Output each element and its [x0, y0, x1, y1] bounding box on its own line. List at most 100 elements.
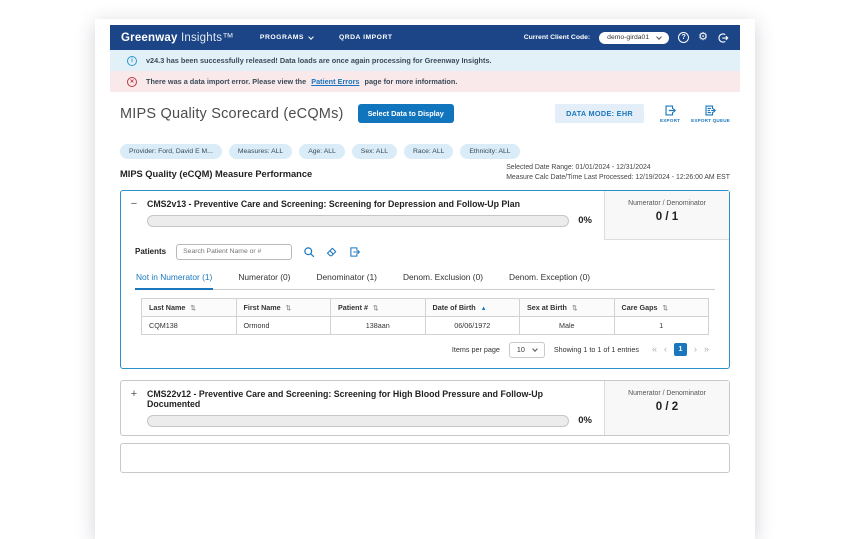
info-banner-text: v24.3 has been successfully released! Da…: [146, 56, 492, 65]
sort-icon: ⇅: [571, 304, 578, 312]
patients-label: Patients: [135, 247, 167, 257]
error-banner: ✕ There was a data import error. Please …: [110, 71, 740, 92]
tab-denom-exclusion[interactable]: Denom. Exclusion (0): [402, 271, 484, 282]
measure-title: CMS2v13 - Preventive Care and Screening:…: [147, 198, 520, 209]
client-code-label: Current Client Code:: [523, 34, 591, 41]
previous-page-button[interactable]: ‹: [663, 344, 667, 355]
performance-heading-row: MIPS Quality (eCQM) Measure Performance …: [120, 163, 730, 184]
first-page-button[interactable]: «: [651, 344, 657, 355]
column-first-name[interactable]: First Name ⇅: [235, 297, 331, 317]
measure-header: + CMS22v12 - Preventive Care and Screeni…: [121, 380, 729, 435]
expand-measure-button[interactable]: +: [130, 387, 138, 400]
export-queue-button[interactable]: EXPORT QUEUE: [691, 104, 730, 123]
top-nav: PROGRAMS QRDA IMPORT: [260, 33, 393, 41]
table-header-row: Last Name ⇅ First Name ⇅ Patient # ⇅ Date o…: [141, 297, 709, 317]
search-icon: [304, 246, 315, 257]
filter-ethnicity[interactable]: Ethnicity: ALL: [460, 144, 520, 159]
patients-table: Last Name ⇅ First Name ⇅ Patient # ⇅ Date o…: [141, 297, 709, 335]
chevron-down-icon: [532, 345, 538, 352]
page-title-row: MIPS Quality Scorecard (eCQMs) Select Da…: [120, 104, 730, 123]
chevron-down-icon: [308, 33, 314, 40]
performance-percent: 0%: [578, 215, 592, 227]
info-icon: i: [127, 55, 137, 66]
error-icon: ✕: [127, 76, 137, 87]
top-bar: Greenway Insights™ PROGRAMS QRDA IMPORT …: [110, 25, 740, 50]
search-button[interactable]: [303, 246, 315, 258]
error-text-before: There was a data import error. Please vi…: [146, 77, 307, 86]
error-banner-text: There was a data import error. Please vi…: [146, 77, 457, 86]
showing-entries-text: Showing 1 to 1 of 1 entries: [553, 345, 639, 355]
help-button[interactable]: ?: [678, 32, 690, 43]
measure-header: − CMS2v13 - Preventive Care and Screenin…: [121, 190, 729, 240]
measure-title: CMS22v12 - Preventive Care and Screening…: [147, 388, 543, 409]
tab-not-in-numerator[interactable]: Not in Numerator (1): [135, 267, 214, 290]
column-care-gaps[interactable]: Care Gaps ⇅: [613, 297, 709, 317]
tab-denominator[interactable]: Denominator (1): [316, 271, 377, 282]
data-mode-badge: DATA MODE: EHR: [555, 104, 644, 123]
sort-icon: ⇅: [662, 304, 668, 312]
cell-patient-number: 138aan: [330, 315, 426, 335]
items-per-page-select[interactable]: 10: [508, 341, 545, 358]
export-patients-button[interactable]: [349, 246, 361, 258]
patient-tabs: Not in Numerator (1) Numerator (0) Denom…: [135, 267, 715, 290]
column-patient-number[interactable]: Patient # ⇅: [330, 297, 426, 317]
filter-race[interactable]: Race: ALL: [404, 144, 454, 159]
numerator-denominator-label: Numerator / Denominator: [628, 199, 706, 207]
filter-age[interactable]: Age: ALL: [299, 144, 345, 159]
last-page-button[interactable]: »: [703, 344, 709, 355]
select-data-button[interactable]: Select Data to Display: [357, 104, 454, 123]
cell-care-gaps: 1: [613, 315, 709, 335]
column-last-name[interactable]: Last Name ⇅: [141, 297, 237, 317]
title-right-group: DATA MODE: EHR EXPORT: [555, 104, 730, 123]
measure-card-cms2v13: − CMS2v13 - Preventive Care and Screenin…: [120, 189, 730, 369]
export-button[interactable]: EXPORT: [660, 104, 680, 123]
measure-card-cms22v12: + CMS22v12 - Preventive Care and Screeni…: [120, 379, 730, 436]
cell-first-name: Ormond: [235, 315, 331, 335]
performance-meta: Selected Date Range: 01/01/2024 - 12/31/…: [506, 163, 730, 184]
numerator-denominator-value: 0 / 2: [655, 400, 679, 413]
column-date-of-birth[interactable]: Date of Birth ▲: [424, 297, 520, 317]
export-group: EXPORT EXPORT QUEUE: [660, 104, 730, 123]
brand-name-bold: Greenway: [121, 31, 178, 44]
patient-search-input[interactable]: [176, 243, 293, 260]
top-bar-right: Current Client Code: demo-girda01 ? ⚙: [523, 31, 729, 44]
sort-icon: ⇅: [285, 304, 292, 312]
cell-date-of-birth: 06/06/1972: [424, 315, 520, 335]
brand-name-light: Insights™: [180, 31, 234, 44]
logout-button[interactable]: [717, 32, 729, 44]
clear-search-button[interactable]: [326, 246, 338, 258]
page-navigation: « ‹ 1 › »: [651, 343, 709, 357]
export-icon: [350, 247, 361, 257]
next-page-button[interactable]: ›: [693, 344, 697, 355]
nav-qrda-import[interactable]: QRDA IMPORT: [339, 34, 393, 41]
measure-calc-last-processed: Measure Calc Date/Time Last Processed: 1…: [506, 174, 730, 182]
tab-denom-exception[interactable]: Denom. Exception (0): [509, 271, 591, 282]
items-per-page-label: Items per page: [451, 345, 500, 355]
column-sex-at-birth[interactable]: Sex at Birth ⇅: [519, 297, 615, 317]
numerator-denominator-value: 0 / 1: [655, 210, 679, 223]
pagination-bar: Items per page 10 Showing 1 to 1 of 1 en…: [121, 335, 729, 368]
measure-main: CMS22v12 - Preventive Care and Screening…: [147, 381, 604, 435]
sort-ascending-icon: ▲: [480, 305, 487, 312]
page-title: MIPS Quality Scorecard (eCQMs): [120, 105, 344, 122]
measure-main: CMS2v13 - Preventive Care and Screening:…: [147, 191, 604, 240]
patient-errors-link[interactable]: Patient Errors: [311, 77, 360, 86]
numerator-denominator-panel: Numerator / Denominator 0 / 2: [604, 380, 729, 435]
info-banner: i v24.3 has been successfully released! …: [110, 50, 740, 71]
client-code-select[interactable]: demo-girda01: [599, 31, 670, 44]
nav-programs[interactable]: PROGRAMS: [260, 33, 314, 41]
filter-measures[interactable]: Measures: ALL: [228, 144, 293, 159]
column-label: Last Name: [149, 302, 186, 312]
page-number-button[interactable]: 1: [673, 343, 687, 357]
tab-numerator[interactable]: Numerator (0): [238, 271, 291, 282]
filter-provider[interactable]: Provider: Ford, David E M...: [120, 144, 222, 159]
column-label: Sex at Birth: [527, 302, 567, 312]
settings-button[interactable]: ⚙: [698, 32, 708, 43]
collapse-measure-button[interactable]: −: [130, 197, 138, 210]
measure-card-next: [120, 442, 730, 473]
filter-sex[interactable]: Sex: ALL: [351, 144, 398, 159]
numerator-denominator-label: Numerator / Denominator: [628, 389, 706, 397]
client-code-value: demo-girda01: [607, 34, 650, 41]
logout-icon: [718, 32, 729, 43]
measure-bar-row: 0%: [147, 414, 592, 427]
